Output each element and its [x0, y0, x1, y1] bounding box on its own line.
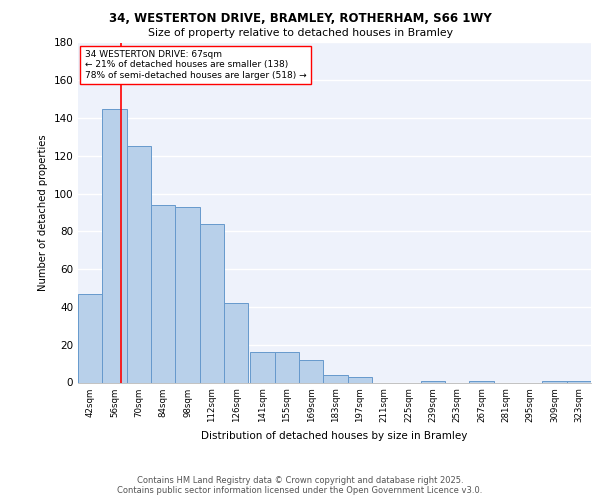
Bar [224, 303, 248, 382]
Bar [566, 380, 591, 382]
X-axis label: Distribution of detached houses by size in Bramley: Distribution of detached houses by size … [202, 430, 467, 440]
Bar [347, 377, 372, 382]
Bar [151, 205, 175, 382]
Bar [323, 375, 347, 382]
Text: 34, WESTERTON DRIVE, BRAMLEY, ROTHERHAM, S66 1WY: 34, WESTERTON DRIVE, BRAMLEY, ROTHERHAM,… [109, 12, 491, 26]
Bar [275, 352, 299, 382]
Bar [175, 207, 200, 382]
Bar [421, 380, 445, 382]
Bar [469, 380, 494, 382]
Bar [78, 294, 103, 382]
Text: Size of property relative to detached houses in Bramley: Size of property relative to detached ho… [148, 28, 452, 38]
Text: 34 WESTERTON DRIVE: 67sqm
← 21% of detached houses are smaller (138)
78% of semi: 34 WESTERTON DRIVE: 67sqm ← 21% of detac… [85, 50, 307, 80]
Bar [299, 360, 323, 382]
Bar [542, 380, 566, 382]
Bar [127, 146, 151, 382]
Bar [250, 352, 275, 382]
Bar [200, 224, 224, 382]
Text: Contains HM Land Registry data © Crown copyright and database right 2025.
Contai: Contains HM Land Registry data © Crown c… [118, 476, 482, 495]
Bar [103, 108, 127, 382]
Y-axis label: Number of detached properties: Number of detached properties [38, 134, 48, 291]
